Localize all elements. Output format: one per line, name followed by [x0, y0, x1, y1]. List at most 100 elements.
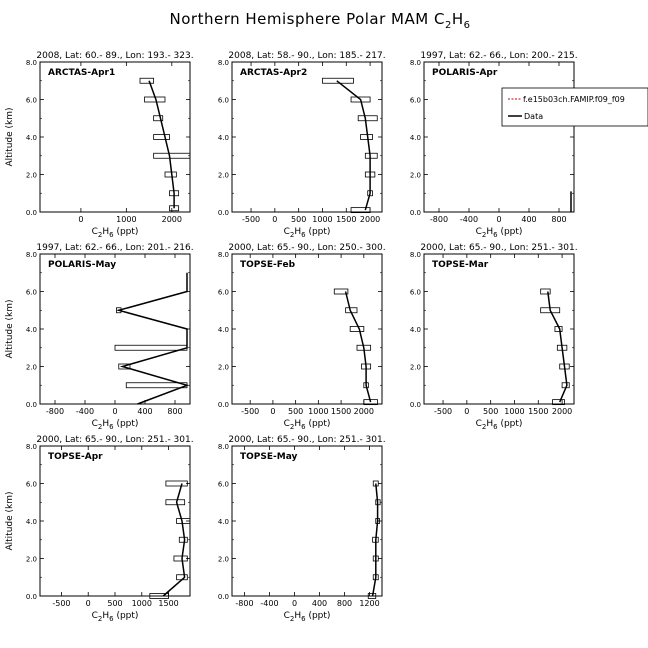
plot-frame: [231, 445, 383, 597]
data-profile-line: [336, 80, 371, 211]
y-tick-label: 0.0: [26, 209, 37, 217]
campaign-label: POLARIS-May: [48, 260, 116, 270]
data-range-box: [153, 152, 191, 159]
legend-data-label: Data: [524, 112, 543, 121]
x-tick-label: 800: [337, 599, 352, 608]
y-tick-label: 0.0: [218, 593, 229, 601]
panel-arctas-apr2: 2008, Lat: 58.- 90., Lon: 185.- 217. ARCT…: [218, 51, 386, 239]
campaign-label: POLARIS-Apr: [432, 68, 498, 78]
y-tick-label: 8.0: [26, 251, 37, 259]
y-tick-label: 2.0: [26, 556, 37, 564]
panel-header: 2008, Lat: 60.- 89., Lon: 193.- 323.: [36, 51, 193, 61]
data-profile-line: [547, 291, 568, 403]
x-tick-label: 1000: [308, 407, 328, 416]
y-tick-label: 8.0: [218, 251, 229, 259]
data-range-box: [165, 499, 186, 506]
y-tick-label: 6.0: [218, 289, 229, 297]
x-tick-label: -400: [76, 407, 94, 416]
panel-header: 2000, Lat: 65.- 90., Lon: 251.- 301.: [420, 243, 577, 253]
x-axis-label: C2H6 (ppt): [284, 419, 331, 431]
data-range-box: [149, 593, 169, 599]
x-tick-label: 500: [291, 215, 306, 224]
y-tick-label: 2.0: [218, 172, 229, 180]
x-tick-label: 1000: [504, 407, 524, 416]
x-tick-label: 1500: [336, 215, 356, 224]
data-range-box: [118, 363, 131, 370]
panel-arctas-apr1: 2008, Lat: 60.- 89., Lon: 193.- 323. ARCT…: [5, 51, 194, 239]
legend-model-label: f.e15b03ch.FAMIP.f09_f09: [523, 95, 625, 104]
y-tick-label: 2.0: [26, 172, 37, 180]
panel-header: 2008, Lat: 58.- 90., Lon: 185.- 217.: [228, 51, 385, 61]
data-range-box: [364, 152, 378, 159]
panel-header: 1997, Lat: 62.- 66., Lon: 200.- 215.: [420, 51, 577, 61]
x-tick-label: -400: [260, 599, 278, 608]
x-tick-label: 500: [288, 407, 303, 416]
y-tick-label: 6.0: [26, 97, 37, 105]
y-tick-label: 0.0: [26, 401, 37, 409]
data-profile-line: [115, 272, 190, 405]
y-tick-label: 6.0: [26, 481, 37, 489]
y-tick-label: 0.0: [218, 209, 229, 217]
data-range-box: [114, 344, 188, 351]
data-range-box: [349, 326, 365, 332]
plot-frame: [39, 61, 191, 213]
campaign-label: TOPSE-May: [240, 452, 298, 462]
data-range-box: [176, 518, 191, 524]
x-tick-label: 400: [312, 599, 327, 608]
x-tick-label: -500: [434, 407, 452, 416]
x-tick-label: 0: [270, 407, 275, 416]
x-tick-label: 2000: [162, 215, 182, 224]
panel-header: 2000, Lat: 65.- 90., Lon: 250.- 300.: [228, 243, 385, 253]
data-range-box: [322, 77, 354, 84]
data-range-box: [173, 555, 188, 562]
x-tick-label: 0: [86, 599, 91, 608]
data-range-box: [360, 134, 373, 140]
x-tick-label: 0: [112, 407, 117, 416]
x-tick-label: 1200: [359, 599, 379, 608]
x-tick-label: 400: [521, 215, 536, 224]
x-tick-label: -800: [430, 215, 448, 224]
y-tick-label: 4.0: [26, 326, 37, 334]
campaign-label: ARCTAS-Apr2: [240, 68, 307, 78]
y-tick-label: 6.0: [26, 289, 37, 297]
data-range-box: [153, 134, 170, 140]
x-axis-label: C2H6 (ppt): [476, 419, 523, 431]
data-range-box: [165, 480, 188, 487]
x-tick-label: 1500: [528, 407, 548, 416]
y-tick-label: 2.0: [218, 556, 229, 564]
data-range-box: [178, 536, 188, 543]
data-range-box: [552, 399, 565, 406]
x-tick-label: 1500: [158, 599, 178, 608]
x-tick-label: 800: [551, 215, 566, 224]
y-tick-label: 0.0: [26, 593, 37, 601]
x-tick-label: 0: [272, 215, 277, 224]
data-profile-line: [148, 80, 175, 209]
x-tick-label: 1000: [116, 215, 136, 224]
x-tick-label: -500: [241, 407, 259, 416]
x-axis-label: C2H6 (ppt): [92, 227, 139, 239]
panel-topse-mar: 2000, Lat: 65.- 90., Lon: 251.- 301. TOPS…: [410, 243, 578, 431]
data-range-box: [125, 382, 188, 389]
x-tick-label: 0: [464, 407, 469, 416]
x-tick-label: 500: [107, 599, 122, 608]
campaign-label: TOPSE-Mar: [432, 260, 489, 270]
y-tick-label: 4.0: [218, 134, 229, 142]
x-tick-label: -800: [235, 599, 253, 608]
data-range-box: [164, 171, 177, 178]
x-tick-label: 0: [292, 599, 297, 608]
campaign-label: TOPSE-Apr: [48, 452, 103, 462]
x-tick-label: 2000: [354, 407, 374, 416]
plot-frame: [39, 253, 191, 405]
y-tick-label: 4.0: [218, 326, 229, 334]
data-range-box: [350, 207, 371, 214]
data-profile-line: [344, 291, 372, 403]
y-tick-label: 4.0: [218, 518, 229, 526]
data-range-box: [367, 593, 377, 599]
y-tick-label: 4.0: [410, 326, 421, 334]
y-tick-label: 4.0: [410, 134, 421, 142]
y-tick-label: 6.0: [410, 289, 421, 297]
x-tick-label: 1000: [132, 599, 152, 608]
y-tick-label: 8.0: [218, 443, 229, 451]
data-range-box: [153, 115, 164, 122]
y-tick-label: 8.0: [26, 59, 37, 67]
